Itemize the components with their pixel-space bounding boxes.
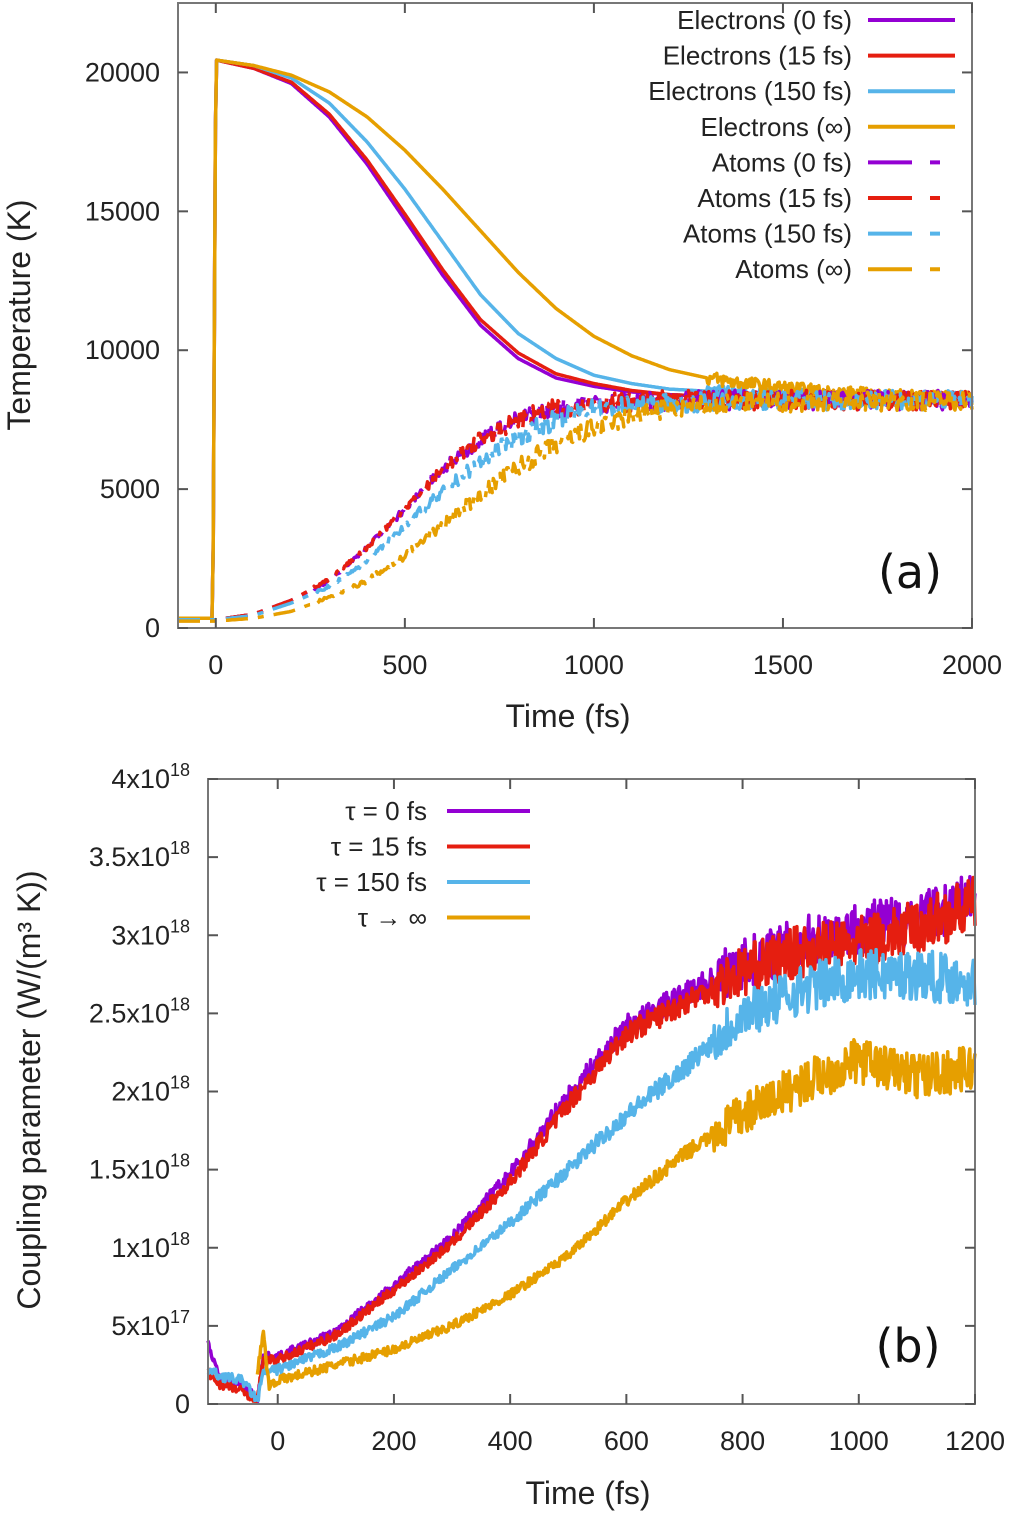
y-tick-label: 5x1017 [111, 1307, 190, 1341]
x-tick-label: 600 [604, 1426, 649, 1456]
legend-label: τ → ∞ [358, 903, 427, 933]
x-tick-label: 1200 [945, 1426, 1005, 1456]
series-line-4 [177, 388, 974, 622]
plot-frame [177, 2, 973, 629]
y-tick-base: 0 [175, 1389, 190, 1419]
panel-a-y-axis-title: Temperature (K) [1, 199, 37, 430]
y-tick-label: 20000 [85, 57, 160, 87]
y-tick-base: 5x10 [111, 1311, 170, 1341]
panel-b-coupling-chart: Time (fs) Coupling parameter (W/(m³ K)) … [11, 760, 1005, 1511]
y-tick-exponent: 18 [170, 1073, 190, 1093]
x-tick-label: 2000 [942, 650, 1002, 680]
legend-label: τ = 0 fs [345, 796, 427, 826]
legend-label: Electrons (0 fs) [677, 5, 852, 35]
series-line-3 [255, 1038, 977, 1391]
legend-label: τ = 15 fs [331, 832, 427, 862]
y-tick-exponent: 18 [170, 1229, 190, 1249]
y-tick-exponent: 18 [170, 760, 190, 780]
y-tick-exponent: 18 [170, 994, 190, 1014]
y-tick-base: 1.5x10 [89, 1155, 170, 1185]
x-tick-label: 500 [382, 650, 427, 680]
series-line-1 [206, 875, 977, 1405]
y-tick-base: 2x10 [111, 1077, 170, 1107]
legend-label: τ = 150 fs [316, 867, 427, 897]
legend-label: Atoms (15 fs) [697, 183, 852, 213]
legend-label: Electrons (∞) [701, 112, 852, 142]
y-tick-label: 4x1018 [111, 760, 190, 794]
x-tick-label: 800 [720, 1426, 765, 1456]
legend-label: Atoms (0 fs) [712, 147, 852, 177]
x-tick-label: 0 [270, 1426, 285, 1456]
x-tick-label: 400 [488, 1426, 533, 1456]
panel-b-label: (b) [875, 1319, 940, 1373]
y-tick-label: 0 [175, 1389, 190, 1419]
y-tick-label: 3.5x1018 [89, 838, 190, 872]
y-tick-label: 10000 [85, 335, 160, 365]
y-tick-exponent: 18 [170, 1151, 190, 1171]
y-tick-label: 2x1018 [111, 1073, 190, 1107]
y-tick-label: 1x1018 [111, 1229, 190, 1263]
x-tick-label: 1500 [753, 650, 813, 680]
series-line-2 [206, 947, 977, 1403]
series-line-6 [177, 388, 974, 622]
x-tick-label: 1000 [829, 1426, 889, 1456]
series-line-5 [177, 388, 974, 622]
panel-b-y-axis-title: Coupling parameter (W/(m³ K)) [11, 870, 47, 1309]
panel-a-x-axis-title: Time (fs) [505, 698, 630, 734]
y-tick-label: 3x1018 [111, 916, 190, 950]
legend-label: Electrons (15 fs) [663, 41, 852, 71]
series-line-7 [177, 389, 974, 623]
y-tick-exponent: 17 [170, 1307, 190, 1327]
y-tick-exponent: 18 [170, 916, 190, 936]
x-tick-label: 0 [208, 650, 223, 680]
y-tick-base: 4x10 [111, 764, 170, 794]
y-tick-base: 3x10 [111, 920, 170, 950]
panel-a-temperature-chart: Time (fs) Temperature (K) (a) 0 500 1000 15… [1, 2, 1002, 734]
y-tick-label: 15000 [85, 196, 160, 226]
x-tick-label: 1000 [564, 650, 624, 680]
y-tick-label: 0 [145, 613, 160, 643]
x-tick-label: 200 [371, 1426, 416, 1456]
y-tick-label: 5000 [100, 474, 160, 504]
legend-label: Atoms (150 fs) [683, 219, 852, 249]
y-tick-base: 1x10 [111, 1233, 170, 1263]
y-tick-label: 1.5x1018 [89, 1151, 190, 1185]
panel-b-x-axis-title: Time (fs) [525, 1475, 650, 1511]
series-line-1 [177, 58, 974, 621]
series-line-2 [177, 58, 974, 621]
y-tick-base: 3.5x10 [89, 842, 170, 872]
y-tick-base: 2.5x10 [89, 998, 170, 1028]
panel-a-label: (a) [878, 545, 942, 599]
legend-label: Atoms (∞) [735, 254, 852, 284]
y-tick-label: 2.5x1018 [89, 994, 190, 1028]
y-tick-exponent: 18 [170, 838, 190, 858]
series-line-0 [177, 58, 974, 621]
legend-label: Electrons (150 fs) [648, 76, 852, 106]
series-line-3 [177, 58, 974, 621]
